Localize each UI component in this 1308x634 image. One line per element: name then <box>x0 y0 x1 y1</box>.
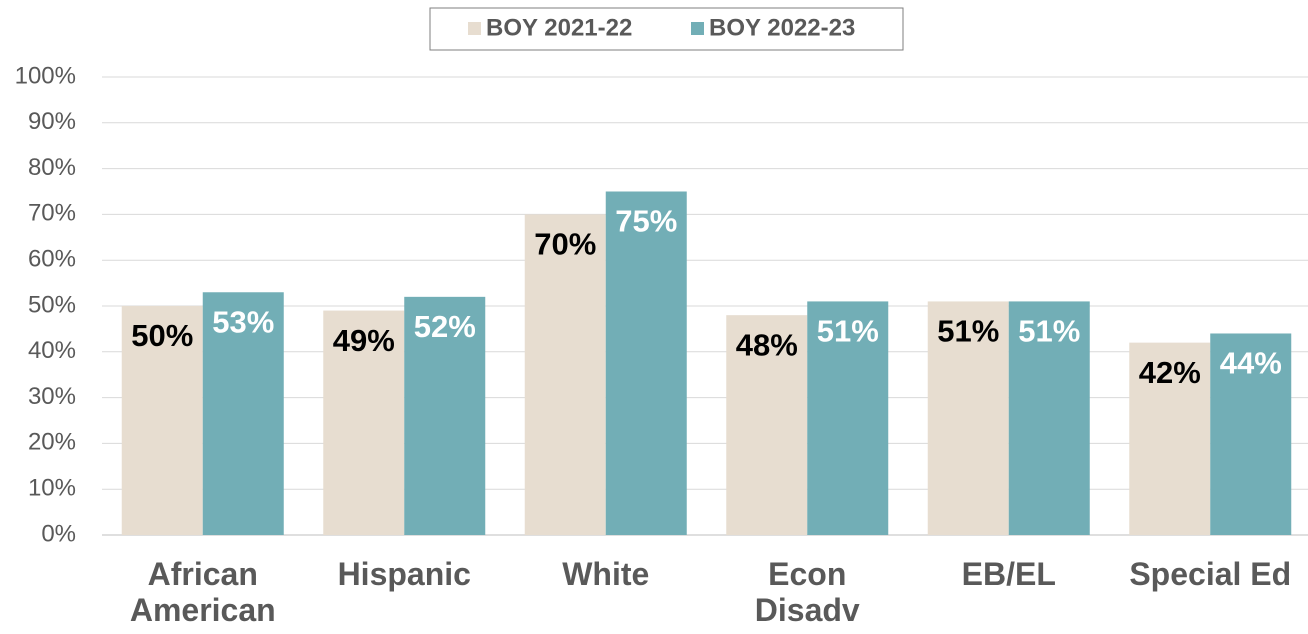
x-tick-label: EB/EL <box>961 556 1056 592</box>
data-label: 51% <box>1018 314 1080 349</box>
bar <box>404 296 486 535</box>
bar <box>202 292 284 535</box>
x-tick-label: Hispanic <box>337 556 471 592</box>
data-label: 49% <box>333 323 395 358</box>
legend-swatch <box>691 22 704 35</box>
y-tick-label: 90% <box>28 108 76 135</box>
y-tick-label: 60% <box>28 246 76 273</box>
data-label: 51% <box>937 314 999 349</box>
data-label: 42% <box>1139 355 1201 390</box>
bar <box>807 301 889 535</box>
x-tick-label: Econ Disadv <box>754 556 860 628</box>
data-label: 44% <box>1220 346 1282 381</box>
y-tick-label: 80% <box>28 154 76 181</box>
y-tick-label: 70% <box>28 200 76 227</box>
y-tick-label: 50% <box>28 291 76 318</box>
data-label: 51% <box>817 314 879 349</box>
bar <box>1008 301 1090 535</box>
data-label: 75% <box>615 204 677 239</box>
bar <box>524 214 606 535</box>
data-label: 52% <box>414 309 476 344</box>
bar <box>1129 342 1211 535</box>
bar <box>1210 333 1292 535</box>
y-tick-label: 40% <box>28 337 76 364</box>
legend-label: BOY 2021-22 <box>486 14 632 41</box>
legend-box <box>429 7 904 51</box>
data-label: 70% <box>534 227 596 262</box>
x-tick-label: African American <box>129 556 276 628</box>
y-tick-label: 10% <box>28 475 76 502</box>
bar <box>121 306 203 535</box>
bar <box>323 310 405 535</box>
data-label: 48% <box>736 327 798 362</box>
x-tick-label: White <box>562 556 650 592</box>
legend-swatch <box>468 22 481 35</box>
y-tick-label: 20% <box>28 429 76 456</box>
data-label: 53% <box>212 304 274 339</box>
x-tick-label: Special Ed <box>1129 556 1292 592</box>
y-tick-label: 100% <box>15 62 76 89</box>
bar <box>927 301 1009 535</box>
bar <box>726 315 808 535</box>
legend-label: BOY 2022-23 <box>709 14 855 41</box>
y-tick-label: 30% <box>28 383 76 410</box>
data-label: 50% <box>131 318 193 353</box>
y-tick-label: 0% <box>41 520 76 547</box>
bar <box>605 191 687 535</box>
